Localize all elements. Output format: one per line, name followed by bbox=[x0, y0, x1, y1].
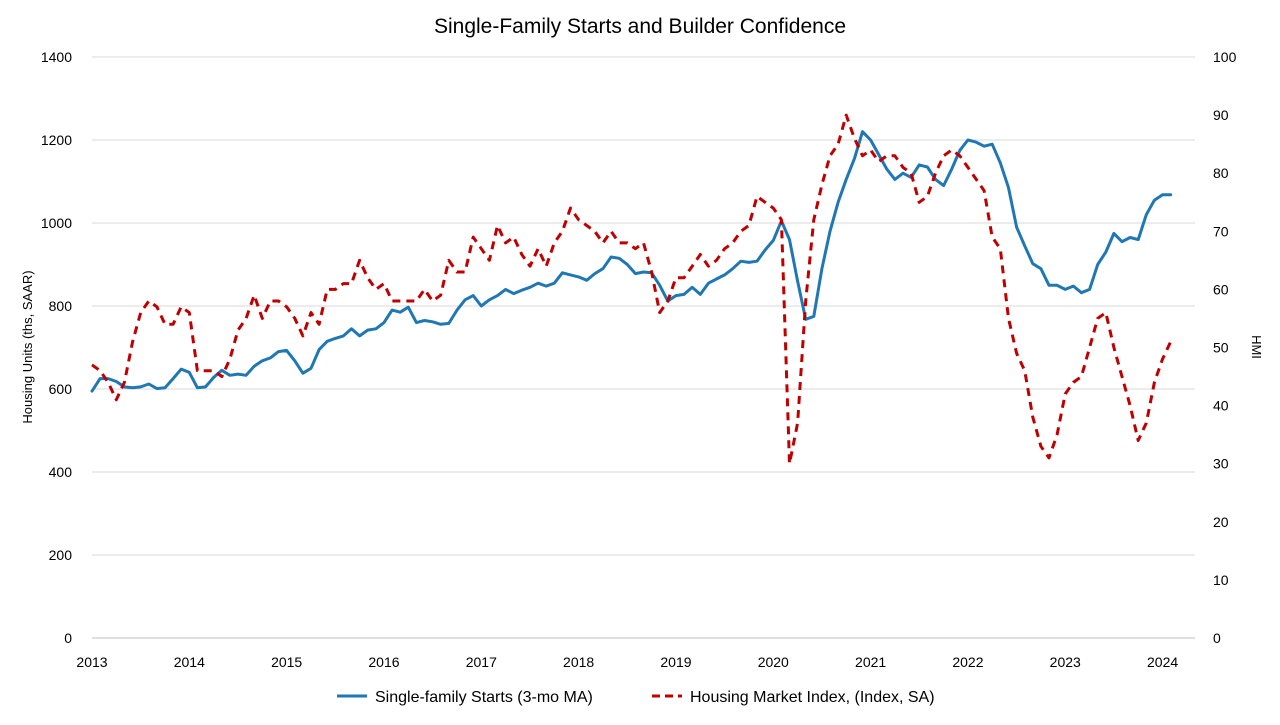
legend-label-1: Single-family Starts (3-mo MA) bbox=[375, 689, 593, 706]
y2-tick-label: 60 bbox=[1213, 281, 1229, 297]
axes: 0 200 400 600 800 1000 1200 1400 0 10 20 30 40 50 60 70… bbox=[41, 49, 1237, 670]
y2-tick-label: 50 bbox=[1213, 340, 1229, 356]
y2-tick-label: 20 bbox=[1213, 514, 1229, 530]
y2-tick-label: 40 bbox=[1213, 398, 1229, 414]
series-line-2 bbox=[91, 113, 1173, 466]
y-tick-label: 1200 bbox=[41, 132, 72, 148]
x-tick-label: 2019 bbox=[660, 654, 691, 670]
y-tick-label: 400 bbox=[49, 464, 73, 480]
x-tick-label: 2022 bbox=[952, 654, 983, 670]
x-tick-label: 2014 bbox=[174, 654, 205, 670]
y2-tick-label: 10 bbox=[1213, 572, 1229, 588]
y2-tick-label: 70 bbox=[1213, 223, 1229, 239]
y-tick-label: 600 bbox=[49, 381, 73, 397]
y2-axis-title: HMI bbox=[1249, 335, 1264, 359]
series-line-1 bbox=[90, 130, 1173, 393]
series bbox=[90, 113, 1173, 466]
x-tick-label: 2023 bbox=[1050, 654, 1081, 670]
x-tick-label: 2021 bbox=[855, 654, 886, 670]
x-tick-label: 2018 bbox=[563, 654, 594, 670]
y-tick-label: 200 bbox=[49, 547, 73, 563]
y-tick-label: 0 bbox=[64, 630, 72, 646]
x-tick-label: 2017 bbox=[466, 654, 497, 670]
y2-tick-label: 80 bbox=[1213, 165, 1229, 181]
y-tick-label: 800 bbox=[49, 298, 73, 314]
chart-title: Single-Family Starts and Builder Confide… bbox=[434, 15, 846, 38]
y2-tick-label: 100 bbox=[1213, 49, 1237, 65]
y-tick-label: 1000 bbox=[41, 215, 72, 231]
x-tick-label: 2016 bbox=[368, 654, 399, 670]
x-tick-label: 2020 bbox=[758, 654, 789, 670]
y2-tick-label: 0 bbox=[1213, 630, 1221, 646]
y2-tick-label: 90 bbox=[1213, 107, 1229, 123]
gridlines bbox=[92, 56, 1195, 556]
x-tick-label: 2013 bbox=[76, 654, 107, 670]
y-tick-label: 1400 bbox=[41, 49, 72, 65]
y2-tick-label: 30 bbox=[1213, 456, 1229, 472]
y-axis-title: Housing Units (ths, SAAR) bbox=[20, 270, 35, 423]
x-tick-label: 2015 bbox=[271, 654, 302, 670]
x-tick-label: 2024 bbox=[1147, 654, 1178, 670]
legend-label-2: Housing Market Index, (Index, SA) bbox=[690, 689, 935, 706]
legend: Single-family Starts (3-mo MA) Housing Ma… bbox=[337, 689, 935, 706]
